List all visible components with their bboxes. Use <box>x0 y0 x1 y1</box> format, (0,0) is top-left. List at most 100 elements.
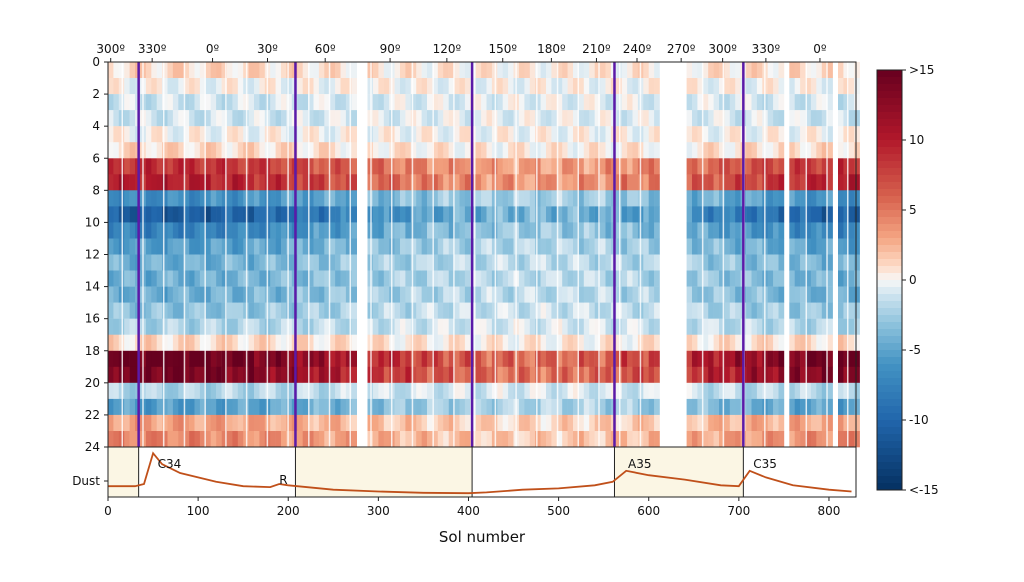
heatmap-cell <box>313 270 320 287</box>
heatmap-cell <box>502 94 509 111</box>
heatmap-cell <box>205 302 211 319</box>
heatmap-cell <box>416 366 422 384</box>
heatmap-cell <box>486 158 493 175</box>
heatmap-cell <box>719 78 725 95</box>
heatmap-cell <box>713 398 720 416</box>
data-gap-stripe <box>784 62 787 447</box>
colorbar-segment <box>877 441 902 449</box>
heatmap-cell <box>632 158 639 175</box>
colorbar-segment <box>877 210 902 218</box>
heatmap-cell <box>373 398 379 416</box>
heatmap-cell <box>654 62 660 79</box>
heatmap-cell <box>724 270 731 287</box>
heatmap-cell <box>183 158 190 175</box>
heatmap-cell <box>124 190 130 207</box>
heatmap-cell <box>756 302 763 319</box>
y-tick-label: 20 <box>85 376 100 390</box>
heatmap-cell <box>162 78 168 95</box>
heatmap-cell <box>156 270 163 287</box>
heatmap-cell <box>427 206 433 223</box>
heatmap-cell <box>345 110 352 127</box>
heatmap-cell <box>410 110 417 127</box>
heatmap-cell <box>481 318 487 335</box>
heatmap-cell <box>497 94 503 111</box>
heatmap-cell <box>854 62 860 79</box>
heatmap-cell <box>329 126 336 143</box>
heatmap-cell <box>724 206 731 223</box>
heatmap-cell <box>210 222 217 239</box>
heatmap-cell <box>259 78 266 95</box>
heatmap-cell <box>151 334 157 351</box>
y-tick-label: 8 <box>92 183 100 197</box>
colorbar-segment <box>877 336 902 344</box>
heatmap-cell <box>254 431 260 448</box>
heatmap-cell <box>162 174 168 191</box>
heatmap-cell <box>600 62 606 79</box>
heatmap-cell <box>827 190 833 207</box>
heatmap-cell <box>162 382 168 400</box>
heatmap-cell <box>297 206 303 223</box>
heatmap-cell <box>567 318 574 335</box>
heatmap-cell <box>692 382 698 400</box>
heatmap-cell <box>583 382 590 400</box>
heatmap-cell <box>567 350 574 368</box>
heatmap-cell <box>816 366 822 384</box>
heatmap-cell <box>275 286 282 303</box>
heatmap-cell <box>605 270 612 287</box>
heatmap-cell <box>329 334 336 351</box>
heatmap-cell <box>410 366 417 384</box>
heatmap-cell <box>183 222 190 239</box>
heatmap-cell <box>594 206 601 223</box>
heatmap-cell <box>113 94 120 111</box>
heatmap-cell <box>697 318 704 335</box>
heatmap-cell <box>735 366 741 384</box>
heatmap-cell <box>735 414 741 432</box>
heatmap-cell <box>151 126 157 143</box>
heatmap-cell <box>340 334 347 351</box>
heatmap-cell <box>437 270 444 287</box>
heatmap-cell <box>735 94 741 111</box>
heatmap-cell <box>632 238 639 255</box>
heatmap-cell <box>573 350 579 368</box>
heatmap-cell <box>464 174 471 191</box>
heatmap-cell <box>778 174 785 191</box>
heatmap-cell <box>351 431 357 448</box>
heatmap-cell <box>313 398 320 416</box>
heatmap-cell <box>481 222 487 239</box>
heatmap-cell <box>854 142 860 159</box>
heatmap-cell <box>183 174 190 191</box>
heatmap-cell <box>297 254 303 271</box>
heatmap-cell <box>194 126 201 143</box>
heatmap-cell <box>172 414 179 432</box>
heatmap-cell <box>529 254 536 271</box>
heatmap-cell <box>789 270 795 287</box>
heatmap-cell <box>237 190 244 207</box>
heatmap-cell <box>746 431 752 448</box>
heatmap-cell <box>843 62 850 79</box>
heatmap-cell <box>151 382 157 400</box>
heatmap-cell <box>594 174 601 191</box>
heatmap-cell <box>437 318 444 335</box>
heatmap-cell <box>308 238 314 255</box>
heatmap-cell <box>518 142 525 159</box>
heatmap-cell <box>746 222 752 239</box>
heatmap-cell <box>497 382 503 400</box>
heatmap-cell <box>108 414 114 432</box>
heatmap-cell <box>573 238 579 255</box>
heatmap-cell <box>546 238 552 255</box>
heatmap-cell <box>156 190 163 207</box>
heatmap-cell <box>643 302 649 319</box>
heatmap-cell <box>178 302 184 319</box>
heatmap-cell <box>373 286 379 303</box>
heatmap-cell <box>324 318 330 335</box>
heatmap-cell <box>432 302 439 319</box>
heatmap-cell <box>302 414 309 432</box>
heatmap-cell <box>535 94 541 111</box>
heatmap-cell <box>335 286 341 303</box>
heatmap-cell <box>427 334 433 351</box>
heatmap-cell <box>145 94 152 111</box>
heatmap-cell <box>108 222 114 239</box>
heatmap-cell <box>459 62 466 79</box>
heatmap-cell <box>454 142 460 159</box>
colorbar-segment <box>877 119 902 127</box>
